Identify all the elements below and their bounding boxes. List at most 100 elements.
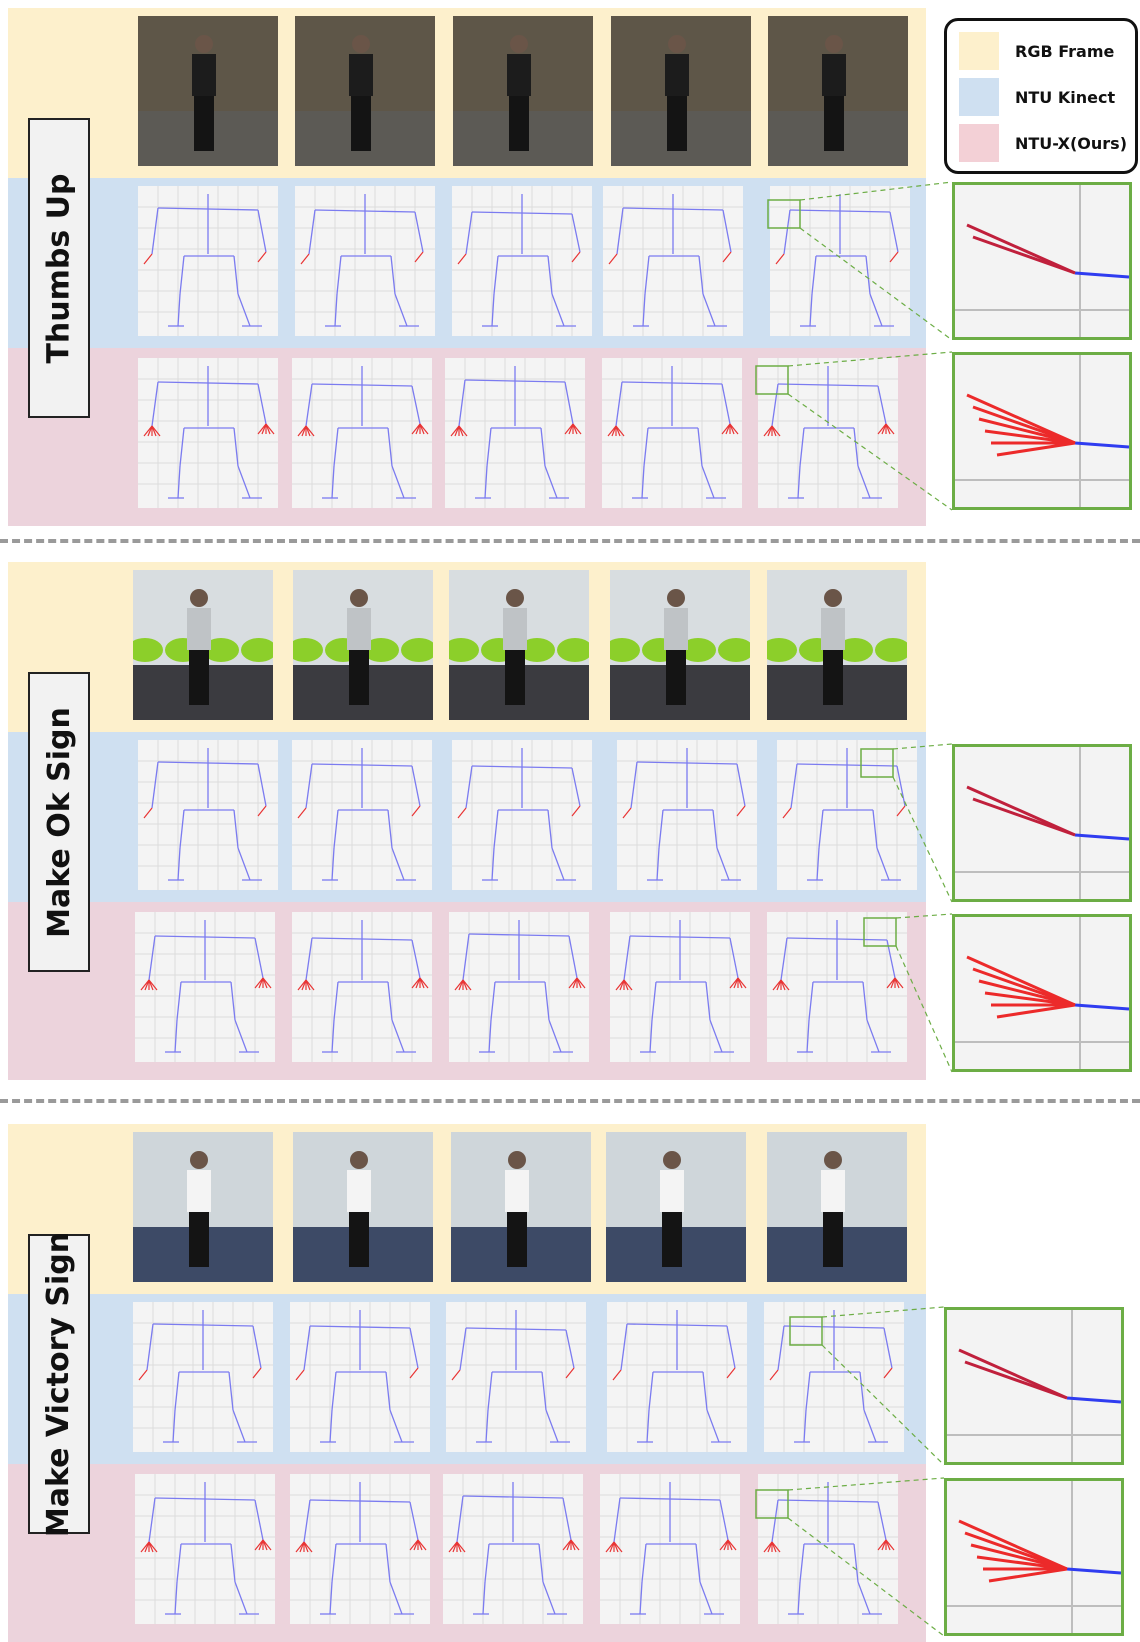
person-silhouette (821, 1151, 845, 1267)
kinect-skeleton-frame (295, 186, 435, 336)
skeleton-figure (457, 194, 581, 327)
ours-skeleton-frame (602, 358, 742, 508)
ours-skeleton-frame (292, 358, 432, 508)
legend: RGB Frame NTU Kinect NTU-X(Ours) (944, 18, 1138, 174)
ours-skeleton-frame (135, 912, 275, 1062)
person-silhouette (349, 35, 373, 151)
legend-item-rgb: RGB Frame (959, 31, 1135, 71)
legend-label-kinect: NTU Kinect (1015, 87, 1116, 107)
ours-skeleton-frame (292, 912, 432, 1062)
kinect-skeleton-frame (446, 1302, 586, 1452)
action-label: Make Victory Sign (41, 1231, 77, 1537)
skeleton-figure (448, 1482, 580, 1615)
skeleton-figure (775, 194, 899, 327)
kinect-hand-zoom-inset (952, 744, 1132, 902)
skeleton-figure (451, 1310, 575, 1443)
rgb-frame-image (138, 16, 278, 166)
rgb-frame-image (767, 570, 907, 720)
person-silhouette (192, 35, 216, 151)
action-label-box: Make Victory Sign (28, 1231, 90, 1537)
kinect-skeleton-frame (607, 1302, 747, 1452)
action-label-box: Thumbs Up (28, 118, 90, 418)
person-silhouette (347, 589, 371, 705)
kinect-skeleton-frame (603, 186, 743, 336)
skeleton-figure (143, 366, 275, 499)
ours-skeleton-frame (449, 912, 589, 1062)
skeleton-figure (763, 1482, 895, 1615)
kinect-hand-zoom-inset (944, 1307, 1124, 1465)
skeleton-figure (612, 1310, 736, 1443)
ours-hand-zoom-inset (952, 352, 1132, 510)
rgb-frame-image (768, 16, 908, 166)
kinect-skeleton-frame (138, 186, 278, 336)
skeleton-figure (297, 920, 429, 1053)
ours-hand-zoom-inset (944, 1478, 1124, 1636)
person-silhouette (822, 35, 846, 151)
person-silhouette (660, 1151, 684, 1267)
ours-skeleton-frame (758, 358, 898, 508)
legend-label-ours: NTU-X(Ours) (1015, 133, 1127, 153)
rgb-frame-image (453, 16, 593, 166)
skeleton-figure (143, 748, 267, 881)
kinect-skeleton-frame (138, 740, 278, 890)
action-label: Thumbs Up (41, 172, 77, 364)
person-silhouette (187, 1151, 211, 1267)
legend-item-ours: NTU-X(Ours) (959, 123, 1135, 163)
action-section: Thumbs Up (8, 8, 926, 526)
ours-skeleton-frame (135, 1474, 275, 1624)
kinect-skeleton-frame (292, 740, 432, 890)
skeleton-figure (457, 748, 581, 881)
person-silhouette (507, 35, 531, 151)
ours-skeleton-frame (767, 912, 907, 1062)
rgb-frame-image (611, 16, 751, 166)
ours-skeleton-frame (610, 912, 750, 1062)
skeleton-figure (140, 920, 272, 1053)
person-silhouette (821, 589, 845, 705)
skeleton-figure (138, 1310, 262, 1443)
skeleton-figure (605, 1482, 737, 1615)
skeleton-figure (615, 920, 747, 1053)
kinect-skeleton-frame (617, 740, 757, 890)
action-section: Make Ok Sign (8, 562, 926, 1080)
skeleton-figure (607, 366, 739, 499)
rgb-frame-image (133, 570, 273, 720)
skeleton-figure (297, 366, 429, 499)
ours-skeleton-frame (290, 1474, 430, 1624)
skeleton-figure (143, 194, 267, 327)
skeleton-figure (622, 748, 746, 881)
kinect-skeleton-frame (764, 1302, 904, 1452)
legend-swatch-ours (959, 124, 999, 162)
kinect-hand-zoom-inset (952, 182, 1132, 340)
action-label: Make Ok Sign (41, 706, 77, 938)
ours-skeleton-frame (600, 1474, 740, 1624)
rgb-frame-image (606, 1132, 746, 1282)
person-silhouette (187, 589, 211, 705)
skeleton-figure (782, 748, 906, 881)
ours-skeleton-frame (443, 1474, 583, 1624)
skeleton-figure (295, 1482, 427, 1615)
rgb-frame-image (293, 570, 433, 720)
legend-swatch-rgb (959, 32, 999, 70)
ours-skeleton-frame (445, 358, 585, 508)
skeleton-figure (140, 1482, 272, 1615)
person-silhouette (505, 1151, 529, 1267)
rgb-frame-image (449, 570, 589, 720)
kinect-skeleton-frame (133, 1302, 273, 1452)
kinect-skeleton-frame (290, 1302, 430, 1452)
legend-swatch-kinect (959, 78, 999, 116)
rgb-frame-image (293, 1132, 433, 1282)
kinect-skeleton-frame (452, 740, 592, 890)
person-silhouette (664, 589, 688, 705)
person-silhouette (503, 589, 527, 705)
section-divider (0, 539, 1140, 543)
kinect-skeleton-frame (770, 186, 910, 336)
rgb-frame-image (295, 16, 435, 166)
action-label-box: Make Ok Sign (28, 672, 90, 972)
rgb-frame-image (451, 1132, 591, 1282)
legend-item-kinect: NTU Kinect (959, 77, 1135, 117)
skeleton-figure (772, 920, 904, 1053)
section-divider (0, 1099, 1140, 1103)
skeleton-figure (769, 1310, 893, 1443)
person-silhouette (665, 35, 689, 151)
skeleton-figure (454, 920, 586, 1053)
